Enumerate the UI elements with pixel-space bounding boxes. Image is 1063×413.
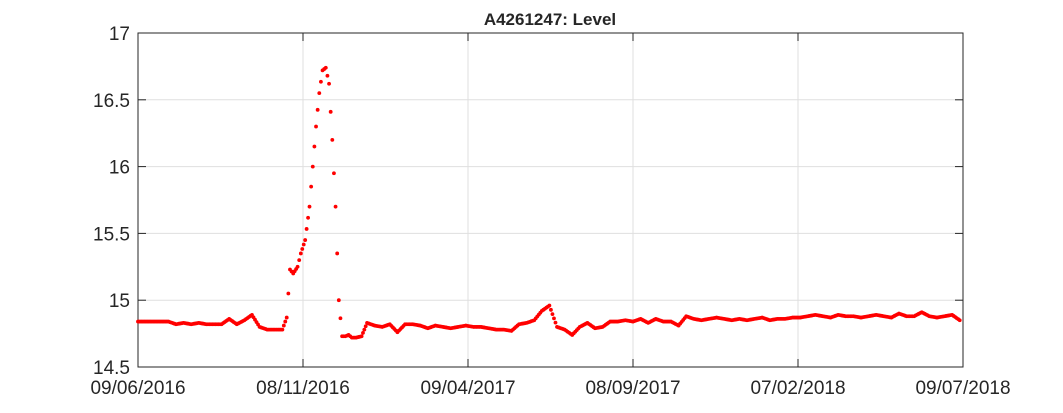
- data-point-interp: [301, 242, 306, 247]
- data-point-interp: [332, 171, 336, 176]
- x-tick-label: 09/07/2018: [915, 378, 1010, 399]
- data-point: [333, 204, 338, 209]
- y-tick-label: 16.5: [93, 91, 130, 112]
- x-tick-label: 07/02/2018: [750, 378, 845, 399]
- y-tick-label: 17: [109, 24, 130, 45]
- data-point-interp: [297, 258, 302, 263]
- data-point-interp: [328, 109, 333, 114]
- data-point-interp: [553, 320, 558, 325]
- data-point: [310, 164, 315, 169]
- data-point: [323, 65, 328, 70]
- data-point-interp: [309, 184, 314, 189]
- x-tick-label: 08/11/2016: [256, 378, 350, 399]
- axis-ticks: [137, 32, 964, 368]
- plot-frame: [137, 32, 964, 368]
- data-point: [336, 298, 341, 303]
- data-point-interp: [312, 144, 317, 149]
- data-point-interp: [281, 323, 286, 328]
- data-point-interp: [306, 215, 310, 220]
- data-point-interp: [319, 79, 323, 84]
- data-point-interp: [552, 316, 556, 321]
- data-point: [547, 303, 552, 308]
- data-point: [957, 318, 962, 323]
- data-points: [136, 65, 962, 340]
- y-tick-labels: 14.5 15 15.5 16 16.5 17: [93, 24, 130, 379]
- data-point: [307, 204, 312, 209]
- data-point: [330, 137, 335, 142]
- data-point: [298, 251, 303, 256]
- y-tick-label: 14.5: [93, 358, 130, 379]
- y-tick-label: 15: [109, 291, 130, 312]
- chart-title: A4261247: Level: [484, 10, 616, 29]
- y-tick-label: 15.5: [93, 224, 130, 245]
- data-point-interp: [300, 247, 305, 251]
- data-point-interp: [325, 73, 330, 78]
- data-point-interp: [549, 307, 553, 312]
- data-point-interp: [550, 312, 555, 316]
- data-point-interp: [335, 251, 340, 256]
- x-tick-label: 09/04/2017: [420, 378, 515, 399]
- data-point-interp: [361, 331, 365, 335]
- data-point-interp: [315, 107, 320, 112]
- data-point: [314, 124, 318, 129]
- data-point: [295, 264, 300, 269]
- data-point-interp: [362, 327, 367, 332]
- data-point: [284, 315, 289, 320]
- data-point: [359, 334, 364, 339]
- data-point: [327, 81, 331, 86]
- y-tick-label: 16: [109, 158, 130, 179]
- data-point-interp: [363, 324, 368, 329]
- x-tick-label: 08/09/2017: [585, 378, 680, 399]
- x-tick-label: 09/06/2016: [90, 378, 185, 399]
- data-point: [317, 91, 322, 96]
- data-point: [303, 238, 308, 242]
- x-tick-labels: 09/06/2016 08/11/2016 09/04/2017 08/09/2017…: [90, 378, 1010, 399]
- data-point: [280, 327, 285, 332]
- data-point-interp: [304, 227, 309, 231]
- data-point-interp: [338, 316, 343, 321]
- data-point-interp: [283, 319, 288, 324]
- data-point-interp: [286, 291, 291, 296]
